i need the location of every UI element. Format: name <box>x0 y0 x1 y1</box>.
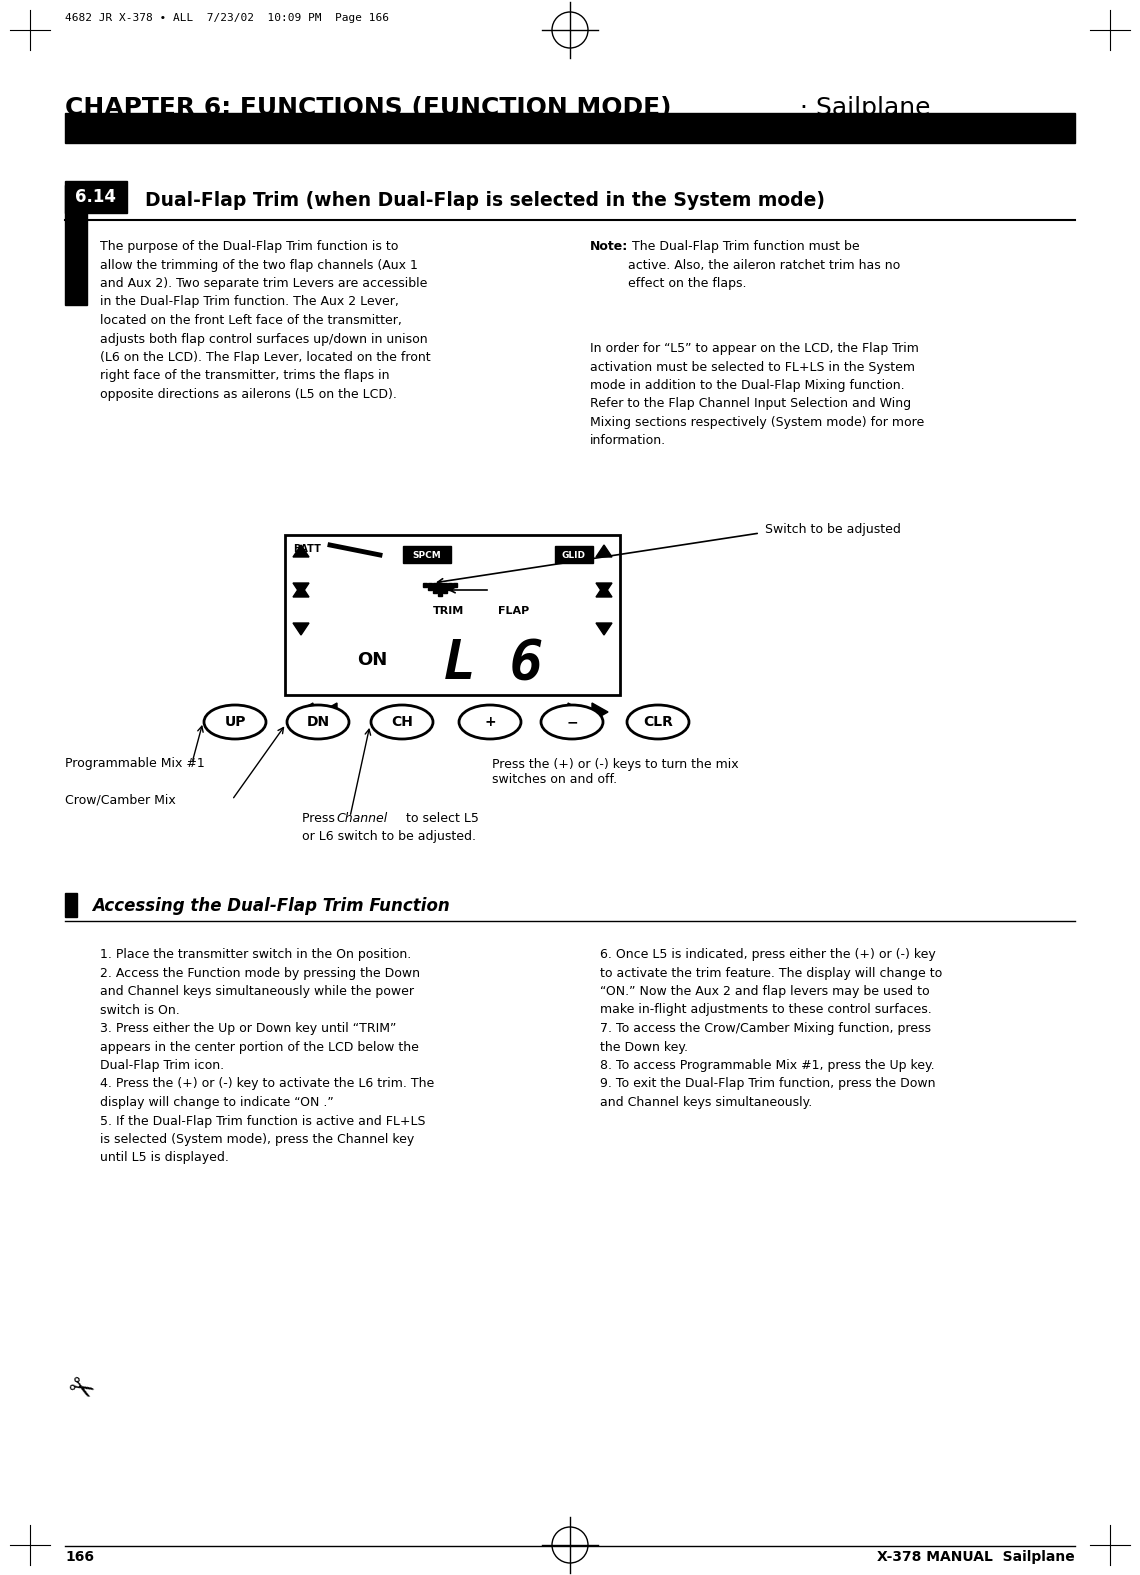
Text: or L6 switch to be adjusted.: or L6 switch to be adjusted. <box>302 830 477 843</box>
Text: 166: 166 <box>65 1550 93 1564</box>
Text: 4682 JR X-378 • ALL  7/23/02  10:09 PM  Page 166: 4682 JR X-378 • ALL 7/23/02 10:09 PM Pag… <box>65 13 389 24</box>
Polygon shape <box>596 545 612 558</box>
Ellipse shape <box>459 706 521 739</box>
Text: Note:: Note: <box>591 239 628 254</box>
Text: Crow/Camber Mix: Crow/Camber Mix <box>65 794 176 806</box>
Text: DN: DN <box>307 715 329 729</box>
Bar <box>433 583 437 594</box>
Text: Switch to be adjusted: Switch to be adjusted <box>765 523 901 537</box>
Text: Programmable Mix #1: Programmable Mix #1 <box>65 756 205 770</box>
Bar <box>404 547 451 562</box>
Polygon shape <box>596 584 612 597</box>
Polygon shape <box>596 583 612 595</box>
Text: In order for “L5” to appear on the LCD, the Flap Trim
activation must be selecte: In order for “L5” to appear on the LCD, … <box>591 342 925 447</box>
Polygon shape <box>592 702 608 721</box>
Text: CHAPTER 6: FUNCTIONS (FUNCTION MODE): CHAPTER 6: FUNCTIONS (FUNCTION MODE) <box>65 96 671 120</box>
Ellipse shape <box>542 706 603 739</box>
Text: ON: ON <box>357 650 388 669</box>
Bar <box>423 583 428 587</box>
Text: Press: Press <box>302 813 339 825</box>
Text: The purpose of the Dual-Flap Trim function is to
allow the trimming of the two f: The purpose of the Dual-Flap Trim functi… <box>100 239 431 402</box>
Bar <box>65 184 87 306</box>
Bar <box>428 583 432 591</box>
Bar <box>438 583 442 595</box>
Bar <box>65 893 78 917</box>
Text: to select L5: to select L5 <box>402 813 479 825</box>
Polygon shape <box>321 702 337 721</box>
Text: Dual-Flap Trim (when Dual-Flap is selected in the System mode): Dual-Flap Trim (when Dual-Flap is select… <box>145 191 825 209</box>
Text: −: − <box>567 715 578 729</box>
Bar <box>448 583 451 591</box>
Text: L 6: L 6 <box>443 636 543 690</box>
Polygon shape <box>293 624 309 635</box>
Text: UP: UP <box>225 715 246 729</box>
Text: +: + <box>484 715 496 729</box>
Text: Press the (+) or (-) keys to turn the mix
switches on and off.: Press the (+) or (-) keys to turn the mi… <box>492 758 739 786</box>
Text: GLID: GLID <box>562 551 586 559</box>
Ellipse shape <box>204 706 266 739</box>
Text: 6.14: 6.14 <box>75 187 116 206</box>
Polygon shape <box>293 583 309 595</box>
Text: BATT: BATT <box>293 543 320 554</box>
Text: ✂: ✂ <box>62 1372 98 1410</box>
Text: TRIM: TRIM <box>433 606 464 616</box>
Text: 6. Once L5 is indicated, press either the (+) or (-) key
to activate the trim fe: 6. Once L5 is indicated, press either th… <box>600 948 943 1109</box>
Text: · Sailplane: · Sailplane <box>800 96 930 120</box>
Bar <box>65 113 1075 143</box>
Bar <box>65 181 127 213</box>
Polygon shape <box>293 545 309 558</box>
Text: The Dual-Flap Trim function must be
active. Also, the aileron ratchet trim has n: The Dual-Flap Trim function must be acti… <box>628 239 901 290</box>
Bar <box>285 536 620 695</box>
Bar <box>453 583 457 587</box>
Text: FLAP: FLAP <box>498 606 529 616</box>
Polygon shape <box>596 624 612 635</box>
Polygon shape <box>568 702 584 721</box>
Ellipse shape <box>370 706 433 739</box>
Text: X-378 MANUAL  Sailplane: X-378 MANUAL Sailplane <box>878 1550 1075 1564</box>
Text: Accessing the Dual-Flap Trim Function: Accessing the Dual-Flap Trim Function <box>92 898 450 915</box>
Ellipse shape <box>287 706 349 739</box>
Bar <box>555 547 593 562</box>
Text: SPCM: SPCM <box>413 551 441 559</box>
Ellipse shape <box>627 706 689 739</box>
Polygon shape <box>298 702 314 721</box>
Polygon shape <box>293 584 309 597</box>
Text: Channel: Channel <box>336 813 388 825</box>
Text: CH: CH <box>391 715 413 729</box>
Text: CLR: CLR <box>643 715 673 729</box>
Text: 1. Place the transmitter switch in the On position.
2. Access the Function mode : 1. Place the transmitter switch in the O… <box>100 948 434 1164</box>
Bar <box>443 583 447 594</box>
